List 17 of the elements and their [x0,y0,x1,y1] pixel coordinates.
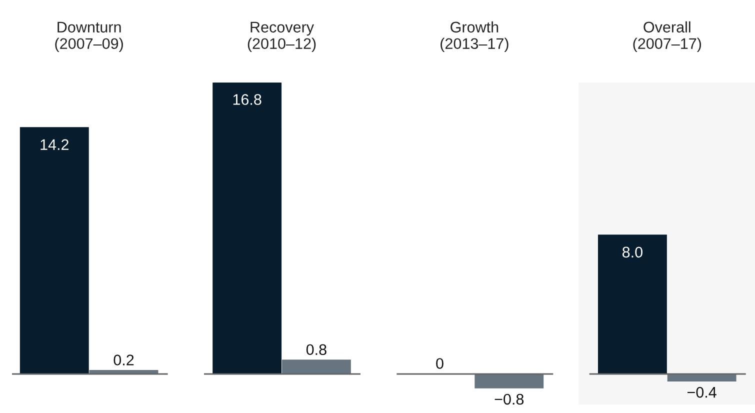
data-label: −0.8 [494,394,524,405]
x-tick-label: Overall (2007–17) [633,21,702,52]
data-label: 14.2 [40,139,68,150]
x-tick-label: Growth (2013–17) [440,21,508,52]
x-tick-label: Downturn (2007–09) [55,22,123,52]
bar [598,234,667,375]
bar [212,82,282,375]
bar [20,127,89,375]
data-label: 0.2 [114,354,134,366]
data-label: 8.0 [622,246,642,258]
data-label: 0 [436,358,444,369]
data-label: −0.4 [687,386,716,398]
data-label: 0.8 [306,344,326,356]
data-label: 16.8 [233,94,262,105]
x-tick-label: Recovery (2010–12) [248,22,316,52]
bar [474,373,544,388]
bar [282,360,351,375]
